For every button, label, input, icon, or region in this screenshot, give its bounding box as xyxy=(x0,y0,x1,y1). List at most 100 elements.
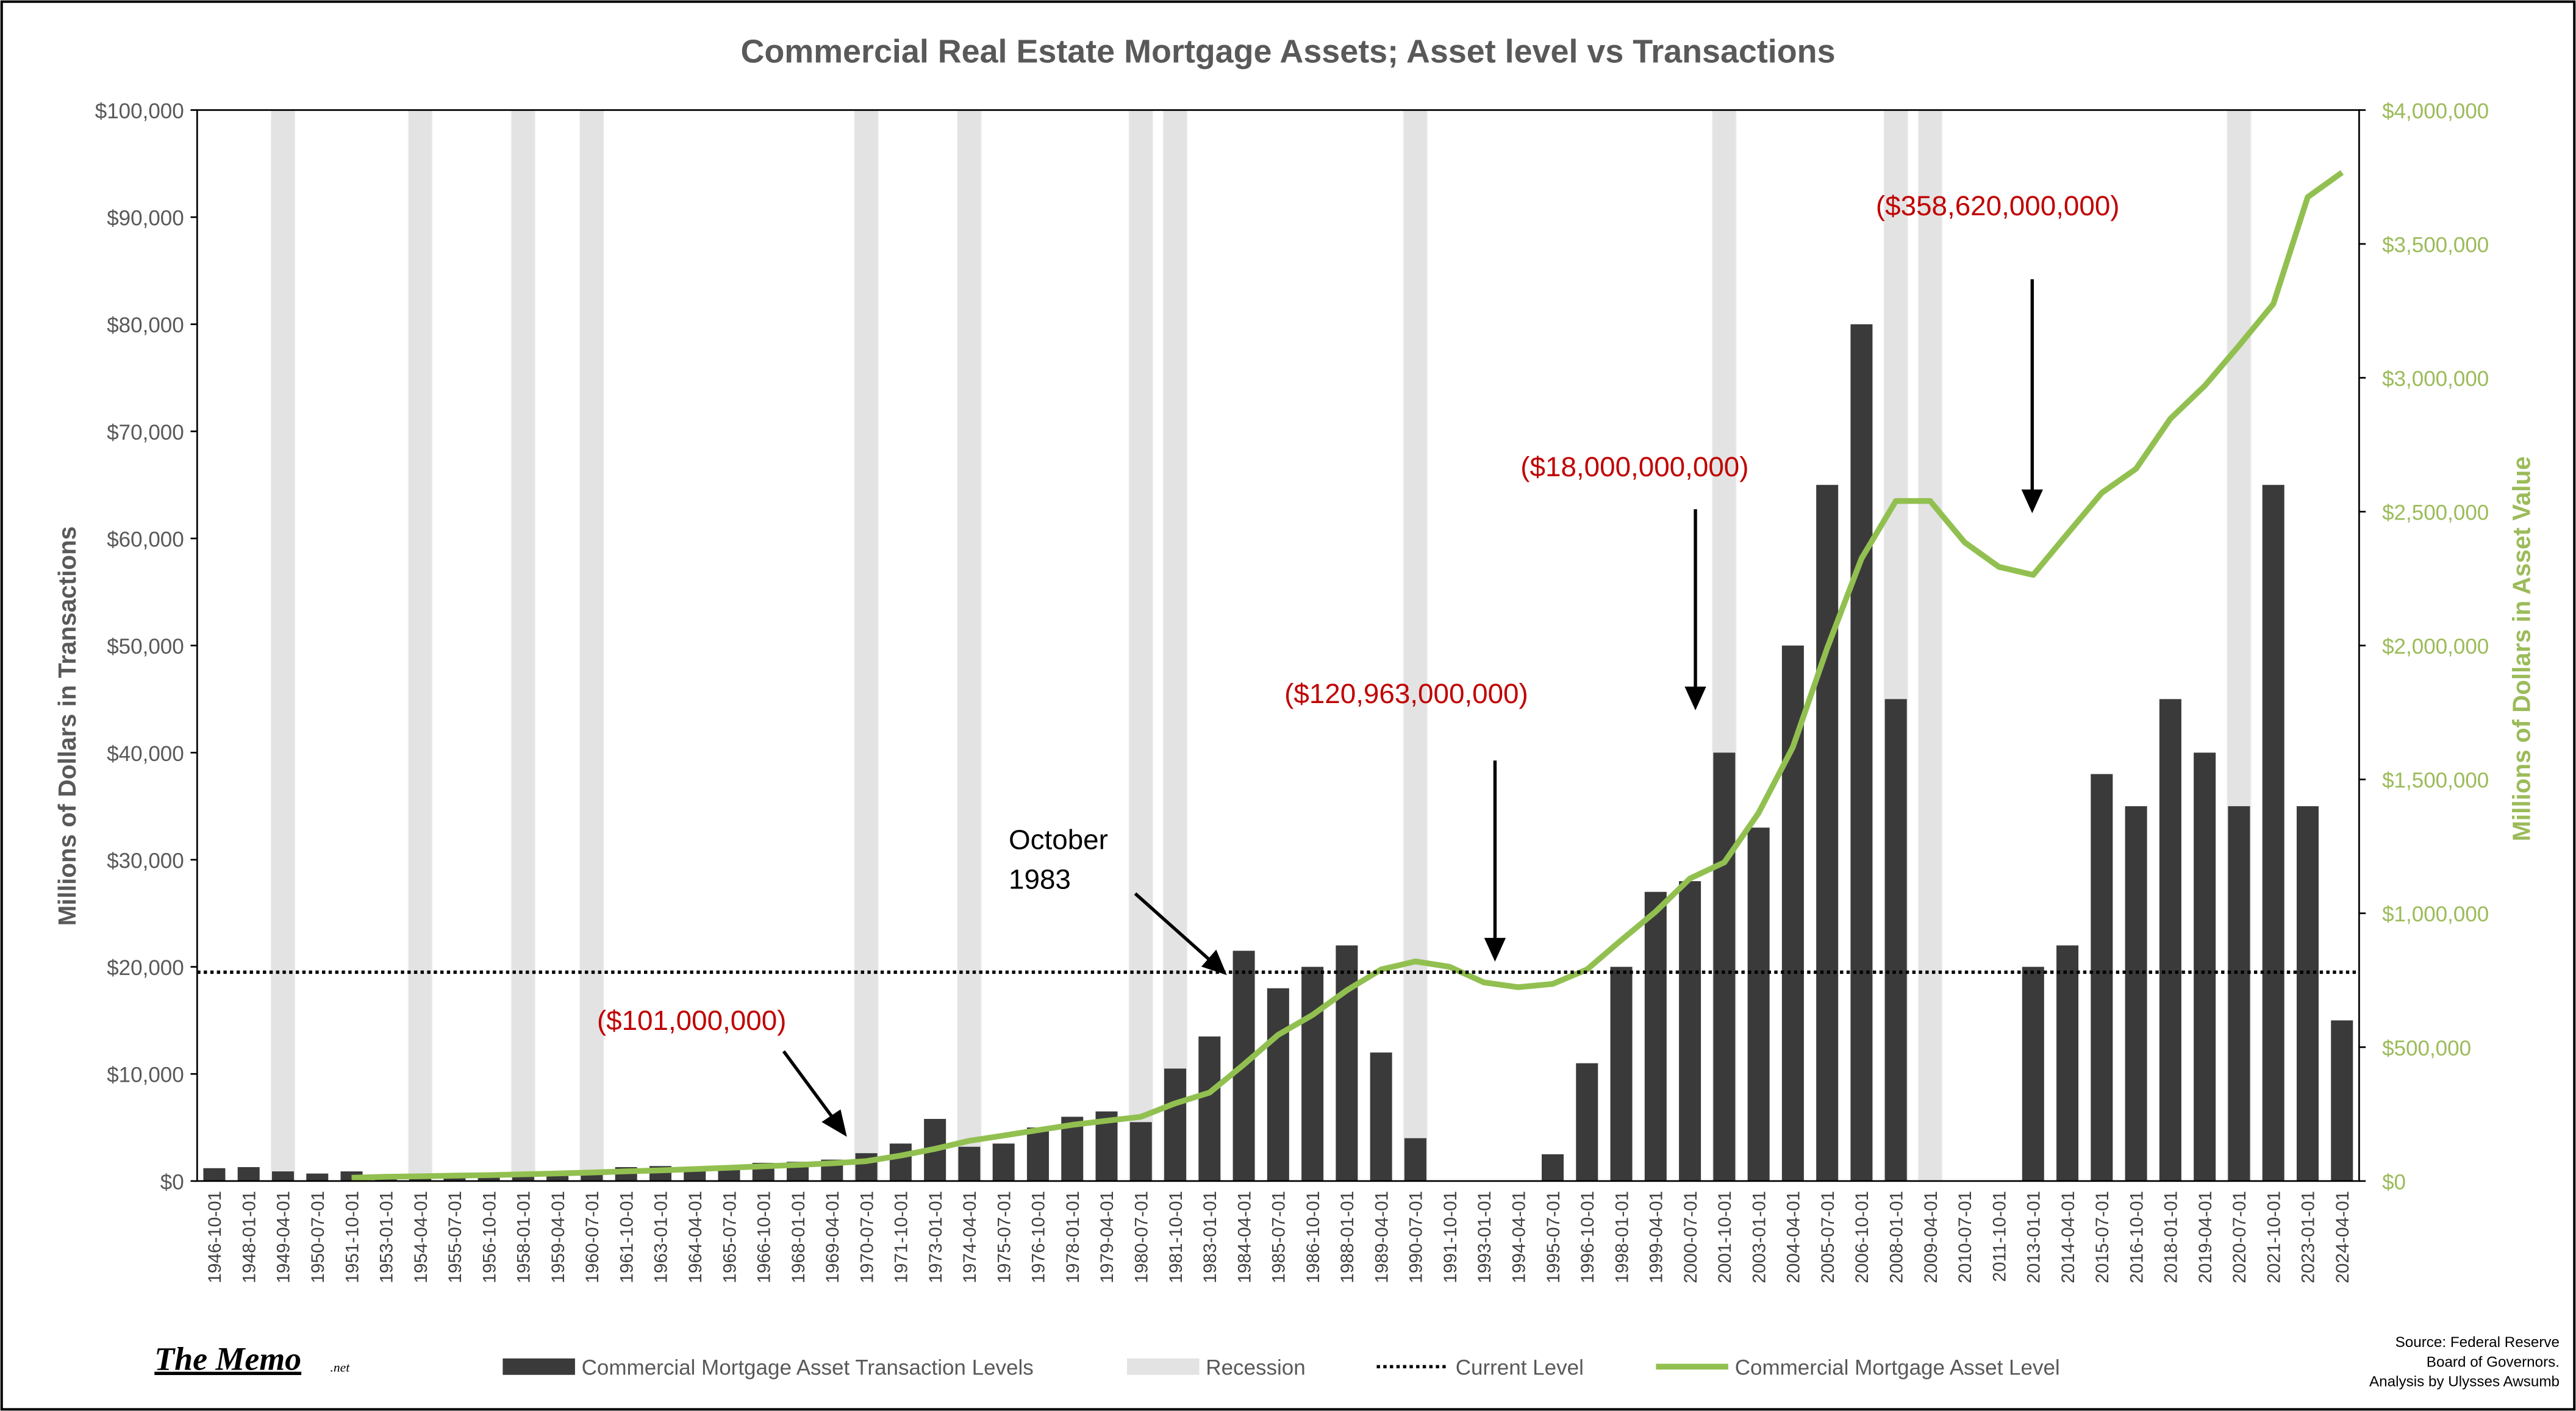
x-tick-label: 1998-01-01 xyxy=(1612,1191,1632,1284)
y-tick-label: $60,000 xyxy=(107,528,184,552)
x-tick-label: 1976-10-01 xyxy=(1029,1191,1049,1284)
y2-tick-label: $2,000,000 xyxy=(2382,635,2489,659)
x-tick-label: 1949-04-01 xyxy=(274,1191,294,1284)
bar xyxy=(1129,1122,1152,1181)
bar xyxy=(306,1173,329,1181)
recession-band xyxy=(407,109,433,1182)
legend-label: Current Level xyxy=(1456,1356,1584,1380)
bar xyxy=(443,1176,466,1181)
x-tick-label: 1965-07-01 xyxy=(720,1191,740,1284)
x-tick-label: 2006-10-01 xyxy=(1852,1191,1872,1284)
x-tick-label: 2000-07-01 xyxy=(1681,1191,1701,1284)
x-tick-label: 1975-07-01 xyxy=(994,1191,1014,1284)
bar xyxy=(203,1168,226,1181)
x-tick-label: 1984-04-01 xyxy=(1234,1191,1254,1284)
x-tick-label: 2003-01-01 xyxy=(1749,1191,1769,1284)
annotation: ($101,000,000) xyxy=(597,1005,787,1036)
y-tick-label: $10,000 xyxy=(107,1063,184,1087)
bar xyxy=(237,1167,260,1181)
bar xyxy=(1404,1138,1426,1181)
recession-band xyxy=(1403,109,1428,1182)
x-tick-label: 1954-04-01 xyxy=(411,1191,431,1284)
y2-tick-label: $1,000,000 xyxy=(2382,902,2489,926)
y-tick-label: $70,000 xyxy=(107,421,184,445)
bar xyxy=(2296,806,2319,1181)
x-tick-label: 1974-04-01 xyxy=(960,1191,980,1284)
recession-band xyxy=(1128,109,1154,1182)
x-tick-label: 2004-04-01 xyxy=(1784,1191,1804,1284)
source: Source: Federal Reserve xyxy=(2395,1334,2560,1351)
bar xyxy=(1679,881,1701,1181)
bar xyxy=(2125,806,2147,1181)
y-tick-label: $30,000 xyxy=(107,849,184,873)
y-tick-label: $90,000 xyxy=(107,207,184,230)
note: 1983 xyxy=(1009,863,1071,895)
recession-band xyxy=(510,109,536,1182)
arrows xyxy=(782,279,2043,1137)
bar xyxy=(2228,806,2250,1181)
y-tick-label: $50,000 xyxy=(107,635,184,659)
legend-label: Recession xyxy=(1206,1356,1305,1380)
legend-swatch xyxy=(1127,1358,1200,1375)
annotation: ($358,620,000,000) xyxy=(1876,190,2120,221)
bar xyxy=(1576,1063,1598,1181)
legend-label: Commercial Mortgage Asset Level xyxy=(1735,1356,2060,1380)
bar xyxy=(1781,645,1804,1181)
bar xyxy=(478,1176,500,1181)
recession-band xyxy=(854,109,879,1182)
bar xyxy=(1541,1154,1564,1181)
y-tick-label: $0 xyxy=(160,1170,184,1194)
y-tick-label: $20,000 xyxy=(107,956,184,980)
x-tick-label: 1996-10-01 xyxy=(1578,1191,1598,1284)
bar xyxy=(1301,966,1324,1181)
bar xyxy=(2331,1020,2353,1181)
x-tick-label: 1994-04-01 xyxy=(1509,1191,1530,1284)
logo: The Memo xyxy=(154,1341,301,1377)
recession-band xyxy=(1917,109,1943,1182)
x-tick-label: 1955-07-01 xyxy=(445,1191,465,1284)
x-tick-label: 2015-07-01 xyxy=(2092,1191,2113,1284)
bar xyxy=(1198,1036,1221,1181)
x-tick-label: 2016-10-01 xyxy=(2127,1191,2147,1284)
bar xyxy=(2262,485,2284,1181)
bar xyxy=(1026,1127,1049,1181)
x-tick-label: 1985-07-01 xyxy=(1269,1191,1289,1284)
x-tick-label: 2019-04-01 xyxy=(2195,1191,2216,1284)
x-tick-label: 1999-04-01 xyxy=(1647,1191,1667,1284)
x-tick-label: 1988-01-01 xyxy=(1337,1191,1358,1284)
bar xyxy=(1370,1052,1392,1181)
legend-swatch xyxy=(503,1358,575,1375)
x-tick-label: 1989-04-01 xyxy=(1372,1191,1392,1284)
x-tick-label: 1960-07-01 xyxy=(582,1191,603,1284)
x-tick-label: 1959-04-01 xyxy=(548,1191,568,1284)
x-tick-label: 1973-01-01 xyxy=(926,1191,946,1284)
x-tick-label: 2023-01-01 xyxy=(2299,1191,2319,1284)
x-tick-label: 1956-10-01 xyxy=(479,1191,499,1284)
annotation: ($18,000,000,000) xyxy=(1520,451,1748,482)
bar xyxy=(1644,891,1667,1181)
x-tick-label: 1993-01-01 xyxy=(1475,1191,1495,1284)
recession-band xyxy=(957,109,982,1182)
x-tick-label: 1995-07-01 xyxy=(1544,1191,1564,1284)
y-tick-label: $80,000 xyxy=(107,313,184,337)
x-tick-label: 1991-10-01 xyxy=(1440,1191,1461,1284)
bar xyxy=(1850,324,1873,1181)
x-tick-label: 1980-07-01 xyxy=(1132,1191,1152,1284)
bar xyxy=(1164,1068,1187,1181)
x-tick-label: 2020-07-01 xyxy=(2230,1191,2250,1284)
y2-tick-label: $3,500,000 xyxy=(2382,234,2489,257)
source: Board of Governors. xyxy=(2427,1354,2560,1370)
x-tick-label: 2009-04-01 xyxy=(1921,1191,1941,1284)
x-tick-label: 2008-01-01 xyxy=(1886,1191,1906,1284)
bar xyxy=(409,1177,432,1181)
x-tick-label: 1946-10-01 xyxy=(205,1191,225,1284)
y2-tick-label: $500,000 xyxy=(2382,1037,2471,1060)
chart-title: Commercial Real Estate Mortgage Assets; … xyxy=(740,33,1835,70)
y2-tick-label: $3,000,000 xyxy=(2382,367,2489,391)
bar xyxy=(2091,774,2113,1181)
x-tick-label: 2005-07-01 xyxy=(1818,1191,1838,1284)
logo-suffix: .net xyxy=(330,1360,350,1374)
bar xyxy=(374,1179,397,1181)
bar xyxy=(2022,966,2044,1181)
